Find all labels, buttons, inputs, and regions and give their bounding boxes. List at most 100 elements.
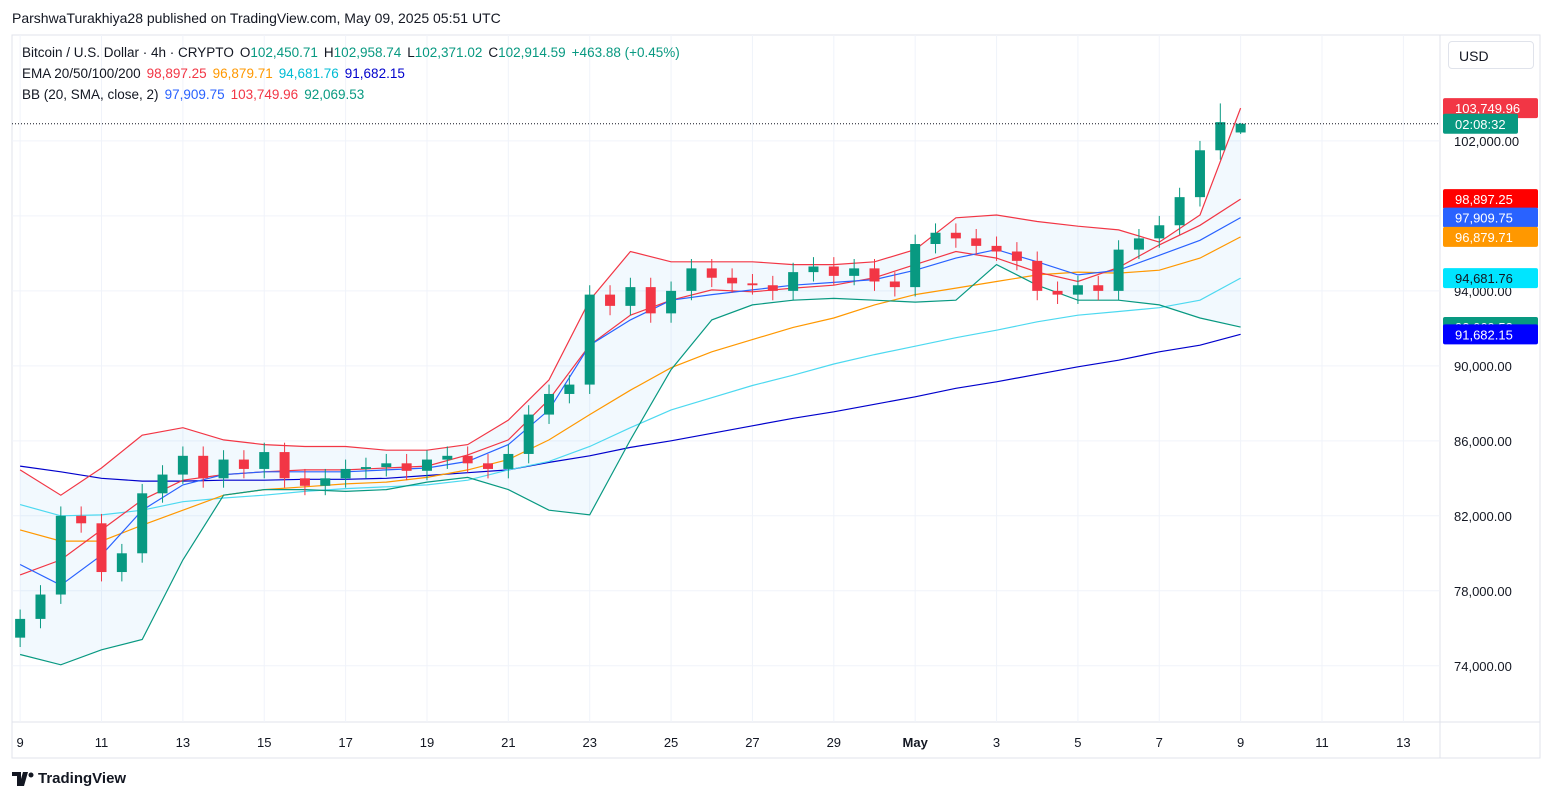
candle-body xyxy=(421,459,432,471)
candle-body xyxy=(1072,285,1083,295)
indicator-value: 103,749.96 xyxy=(230,87,299,102)
candle-body xyxy=(1133,238,1144,250)
candle-body xyxy=(910,244,921,288)
candle-body xyxy=(950,232,961,239)
candle-body xyxy=(849,268,860,276)
x-tick-label: 23 xyxy=(582,735,596,750)
price-tag xyxy=(1443,98,1538,119)
candle-body xyxy=(503,453,514,469)
x-tick-label: 15 xyxy=(257,735,271,750)
candle-body xyxy=(1194,150,1205,198)
price-tag xyxy=(1443,207,1538,228)
candle-body xyxy=(320,478,331,486)
candle-body xyxy=(1154,225,1165,239)
price-tag-label: 97,909.75 xyxy=(1455,211,1513,226)
grid xyxy=(12,35,1440,722)
candle-body xyxy=(462,455,473,464)
chart-border xyxy=(11,34,1541,759)
candle-body xyxy=(157,474,168,494)
x-tick-label: 5 xyxy=(1074,735,1081,750)
candle-body xyxy=(605,294,616,306)
ohlc-label: H xyxy=(323,45,334,60)
candle-body xyxy=(1032,260,1043,291)
candle-body xyxy=(198,455,209,479)
candle-body xyxy=(869,268,880,282)
candle-body xyxy=(828,266,839,276)
candle-body xyxy=(971,238,982,246)
candle-body xyxy=(360,467,371,469)
price-tag xyxy=(1443,189,1538,210)
candle-body xyxy=(645,287,656,314)
candle-body xyxy=(1174,197,1185,226)
x-tick-label: 9 xyxy=(17,735,24,750)
x-tick-label: 25 xyxy=(664,735,678,750)
price-tag xyxy=(1443,324,1538,345)
indicator-value: 91,682.15 xyxy=(344,66,405,81)
ohlc-value: 102,371.02 xyxy=(414,45,483,60)
symbol-legend: Bitcoin / U.S. Dollar · 4h · CRYPTO O102,… xyxy=(22,45,686,60)
candle-body xyxy=(686,268,697,291)
y-tick-label: 86,000.00 xyxy=(1454,434,1512,449)
x-tick-label: 3 xyxy=(993,735,1000,750)
footer: TradingView xyxy=(12,770,126,787)
candle-body xyxy=(930,232,941,245)
x-tick-label: 13 xyxy=(176,735,190,750)
countdown-tag xyxy=(1443,113,1518,134)
x-tick-label: 11 xyxy=(95,735,109,750)
candle-body xyxy=(15,618,26,638)
countdown-label: 02:08:32 xyxy=(1455,117,1506,132)
candle-body xyxy=(544,393,555,415)
candle-body xyxy=(727,277,738,284)
indicator-value: 97,909.75 xyxy=(164,87,225,102)
candle-body xyxy=(991,245,1002,252)
x-tick-label: 9 xyxy=(1237,735,1244,750)
candle-body xyxy=(808,266,819,273)
y-tick-label: 90,000.00 xyxy=(1454,359,1512,374)
x-tick-label: 19 xyxy=(420,735,434,750)
candle-body xyxy=(442,455,453,460)
x-tick-label: 29 xyxy=(827,735,841,750)
y-tick-label: 74,000.00 xyxy=(1454,659,1512,674)
candle-body xyxy=(299,478,310,486)
x-tick-label: 13 xyxy=(1396,735,1410,750)
x-tick-label: 17 xyxy=(338,735,352,750)
price-tag xyxy=(1443,226,1538,247)
indicator-line xyxy=(19,277,1241,517)
x-tick-label: 21 xyxy=(501,735,515,750)
price-tag-label: 98,897.25 xyxy=(1455,192,1513,207)
indicator-title: BB (20, SMA, close, 2) xyxy=(22,87,159,102)
candle-body xyxy=(96,523,107,573)
currency-button[interactable]: USD xyxy=(1448,41,1534,69)
axes: 74,000.00 78,000.00 82,000.00 86,000.00 90,0… xyxy=(17,98,1538,750)
ohlc-value: 102,914.59 xyxy=(498,45,566,60)
ohlc-label: C xyxy=(488,45,499,60)
candle-body xyxy=(1052,290,1063,295)
candle-body xyxy=(666,290,677,314)
candle-body xyxy=(137,493,148,554)
candle-body xyxy=(747,283,758,286)
ohlc-label: L xyxy=(407,45,415,60)
indicator-value: 92,069.53 xyxy=(304,87,365,102)
footer-text: TradingView xyxy=(38,770,127,787)
price-tag xyxy=(1443,268,1538,289)
candle-body xyxy=(1113,249,1124,291)
indicator-value: 94,681.76 xyxy=(278,66,339,81)
candle-body xyxy=(706,268,717,278)
price-tag-label: 103,749.96 xyxy=(1455,101,1520,116)
plot-area xyxy=(12,103,1440,666)
change: +463.88 (+0.45%) xyxy=(571,45,680,60)
candle-body xyxy=(35,594,46,619)
price-tag-label: 94,681.76 xyxy=(1455,271,1513,286)
candle-body xyxy=(767,285,778,291)
indicator-value: 98,897.25 xyxy=(146,66,207,81)
candle-body xyxy=(340,468,351,479)
logo-icon xyxy=(12,771,34,786)
candle-body xyxy=(523,414,534,454)
candle-body xyxy=(279,452,290,479)
candle-body xyxy=(55,515,66,595)
candle-body xyxy=(381,463,392,468)
candle-body xyxy=(564,384,575,394)
candle-body xyxy=(177,455,188,475)
